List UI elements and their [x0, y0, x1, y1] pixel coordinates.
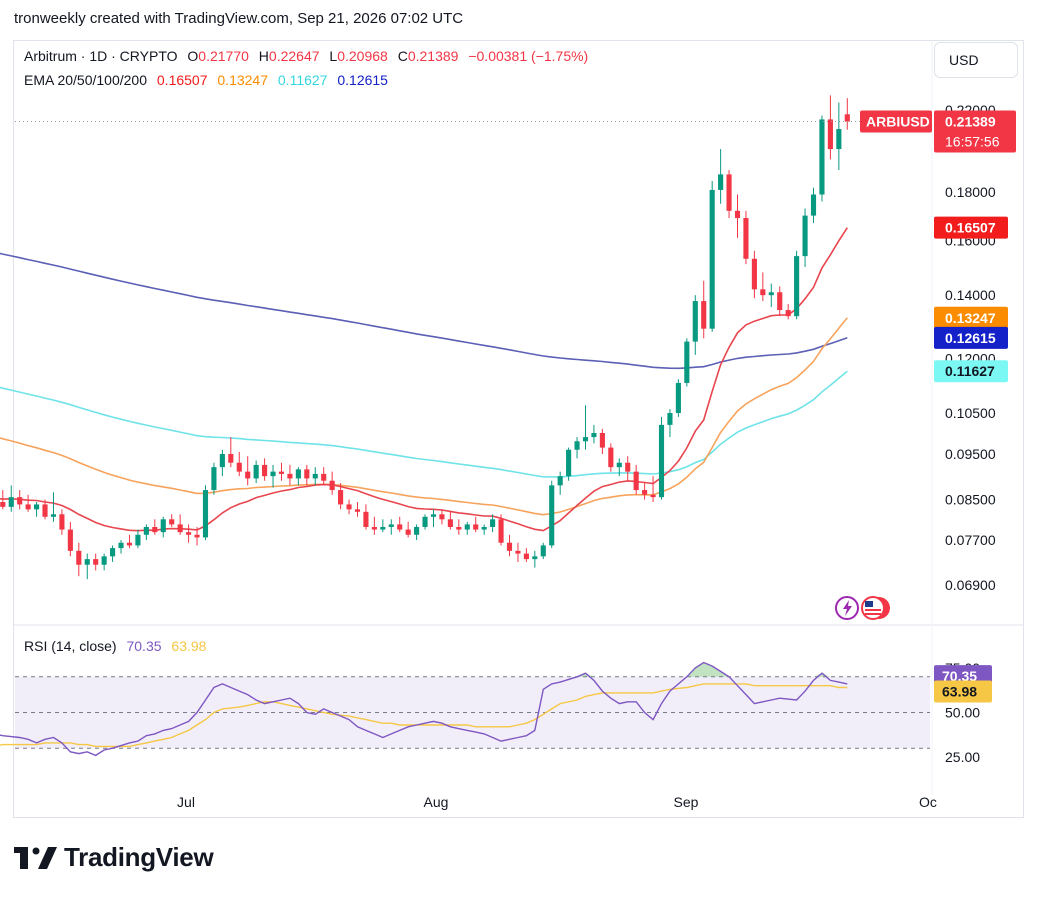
ema100-value: 0.11627	[277, 72, 328, 88]
open-label: O	[187, 48, 199, 64]
ema200-value: 0.12615	[337, 72, 388, 88]
low-label: L	[329, 48, 338, 64]
ema20-value: 0.16507	[156, 72, 208, 88]
tradingview-wordmark: TradingView	[64, 842, 214, 872]
rsi-legend: RSI (14, close) 70.35 63.98	[24, 638, 212, 654]
rsi-ma-value: 63.98	[171, 638, 207, 654]
close-value: 0.21389	[407, 48, 459, 64]
currency-button[interactable]: USD	[934, 42, 1018, 78]
ema-legend: EMA 20/50/100/200 0.16507 0.13247 0.1162…	[24, 72, 394, 88]
high-value: 0.22647	[268, 48, 320, 64]
open-value: 0.21770	[198, 48, 249, 64]
close-label: C	[397, 48, 408, 64]
ema-label[interactable]: EMA 20/50/100/200	[24, 72, 147, 88]
candle-body[interactable]	[0, 501, 6, 507]
tradingview-logo-icon	[14, 846, 57, 869]
rsi-label[interactable]: RSI (14, close)	[24, 638, 117, 654]
chart-caption: tronweekly created with TradingView.com,…	[14, 10, 464, 27]
chart-frame	[13, 40, 1024, 818]
symbol-label[interactable]: Arbitrum · 1D · CRYPTO	[24, 48, 178, 64]
price-legend: Arbitrum · 1D · CRYPTO O0.21770 H0.22647…	[24, 48, 594, 64]
low-value: 0.20968	[337, 48, 388, 64]
rsi-value: 70.35	[126, 638, 162, 654]
high-label: H	[258, 48, 269, 64]
ema50-value: 0.13247	[217, 72, 268, 88]
tradingview-logo[interactable]: TradingView	[14, 842, 214, 873]
change-value: −0.00381 (−1.75%)	[468, 48, 589, 64]
